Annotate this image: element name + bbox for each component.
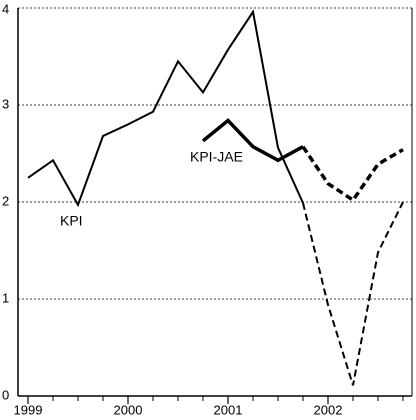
x-tick-label: 2002: [314, 402, 343, 417]
y-tick-label: 4: [2, 1, 9, 16]
series-line-dashed: [302, 201, 404, 386]
series-label: KPI: [60, 213, 83, 229]
series-line: [201, 118, 304, 163]
x-tick-label: 1999: [14, 402, 43, 417]
y-tick-label: 2: [2, 193, 9, 208]
x-tick-label: 2001: [214, 402, 243, 417]
x-tick-label: 2000: [114, 402, 143, 417]
y-tick-label: 1: [2, 290, 9, 305]
series-line: [27, 9, 304, 208]
y-tick-label: 0: [2, 387, 9, 402]
series-line-dashed: [301, 145, 404, 203]
series-label: KPI-JAE: [190, 149, 243, 165]
y-tick-label: 3: [2, 96, 9, 111]
